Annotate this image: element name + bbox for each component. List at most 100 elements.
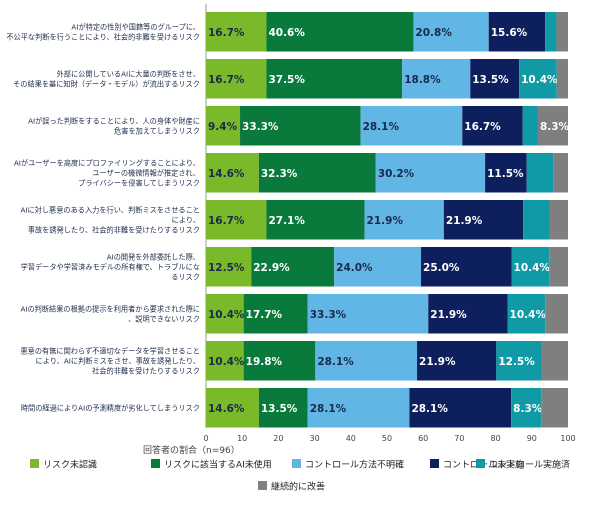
data-label-8-3: 28.1% bbox=[411, 403, 448, 415]
data-label-7-0: 10.4% bbox=[208, 356, 245, 368]
category-label-8-0: 時間の経過によりAIの予測精度が劣化してしまうリスク bbox=[21, 403, 200, 412]
data-label-4-3: 21.9% bbox=[446, 215, 483, 227]
bar-segment-0-2 bbox=[413, 12, 489, 52]
bar-segment-4-0 bbox=[206, 200, 267, 240]
bar-segment-2-0 bbox=[206, 106, 241, 146]
category-label-5-2: るリスク bbox=[171, 272, 200, 281]
legend-swatch-3 bbox=[430, 459, 439, 468]
x-tick-label-3: 30 bbox=[310, 434, 320, 443]
x-tick-label-4: 40 bbox=[346, 434, 356, 443]
bar-segment-3-1 bbox=[258, 153, 376, 193]
data-label-5-0: 12.5% bbox=[208, 262, 245, 274]
data-label-2-3: 16.7% bbox=[464, 121, 501, 133]
bar-segment-5-3 bbox=[421, 247, 512, 287]
data-label-5-2: 24.0% bbox=[336, 262, 373, 274]
bar-segment-0-1 bbox=[266, 12, 414, 52]
bar-segment-4-3 bbox=[443, 200, 524, 240]
bar-segment-5-2 bbox=[334, 247, 422, 287]
data-label-0-1: 40.6% bbox=[268, 27, 305, 39]
bar-segment-8-0 bbox=[206, 388, 259, 428]
data-label-1-3: 13.5% bbox=[472, 74, 509, 86]
bar-segment-5-0 bbox=[206, 247, 252, 287]
data-label-6-2: 33.3% bbox=[310, 309, 347, 321]
bar-segment-1-3 bbox=[470, 59, 520, 99]
data-label-6-0: 10.4% bbox=[208, 309, 245, 321]
data-label-3-2: 30.2% bbox=[378, 168, 415, 180]
data-label-6-1: 17.7% bbox=[246, 309, 283, 321]
data-label-7-4: 12.5% bbox=[498, 356, 535, 368]
bar-segment-1-5 bbox=[556, 59, 568, 99]
bar-segment-1-0 bbox=[206, 59, 267, 99]
category-label-7-2: 社会的非難を受けたりするリスク bbox=[92, 366, 200, 375]
category-label-3-1: ユーザーの機微情報が推定され、 bbox=[92, 168, 200, 177]
bar-segment-6-3 bbox=[428, 294, 508, 334]
data-label-0-3: 15.6% bbox=[491, 27, 528, 39]
data-label-8-2: 28.1% bbox=[310, 403, 347, 415]
bar-segment-6-4 bbox=[507, 294, 546, 334]
data-label-0-0: 16.7% bbox=[208, 27, 245, 39]
data-label-8-0: 14.6% bbox=[208, 403, 245, 415]
category-label-3-0: AIがユーザーを高度にプロファイリングすることにより、 bbox=[14, 158, 200, 167]
bar-segment-3-5 bbox=[553, 153, 568, 193]
bar-segment-2-2 bbox=[360, 106, 463, 146]
bar-segment-4-1 bbox=[266, 200, 365, 240]
data-label-7-2: 28.1% bbox=[317, 356, 354, 368]
x-tick-label-6: 60 bbox=[418, 434, 428, 443]
data-label-3-1: 32.3% bbox=[261, 168, 298, 180]
data-label-2-0: 9.4% bbox=[208, 121, 238, 133]
bar-segment-3-4 bbox=[526, 153, 554, 193]
category-label-7-1: により、AIに判断ミスをさせ、事故を誘発したり、 bbox=[36, 356, 200, 365]
legend-label-1: リスクに該当するAI未使用 bbox=[164, 459, 272, 471]
bar-segment-8-2 bbox=[307, 388, 410, 428]
bar-segment-6-1 bbox=[243, 294, 308, 334]
bar-segment-7-5 bbox=[541, 341, 568, 381]
bar-segment-8-5 bbox=[541, 388, 568, 428]
data-label-6-4: 10.4% bbox=[510, 309, 547, 321]
bar-segment-4-4 bbox=[523, 200, 550, 240]
bar-segment-0-4 bbox=[545, 12, 557, 52]
bar-segment-8-1 bbox=[258, 388, 308, 428]
bar-segment-1-1 bbox=[266, 59, 403, 99]
x-tick-label-0: 0 bbox=[203, 434, 208, 443]
category-label-7-0: 悪意の有無に関わらず不適切なデータを学習させること bbox=[20, 346, 200, 355]
bar-segment-1-2 bbox=[402, 59, 471, 99]
data-label-2-5: 8.3% bbox=[540, 121, 570, 133]
bar-segment-8-3 bbox=[409, 388, 512, 428]
bar-segment-6-2 bbox=[307, 294, 429, 334]
category-label-2-0: AIが誤った判断をすることにより、人の身体や財産に bbox=[28, 116, 200, 125]
data-label-3-0: 14.6% bbox=[208, 168, 245, 180]
bar-segment-7-3 bbox=[417, 341, 497, 381]
bar-segment-4-2 bbox=[364, 200, 444, 240]
bar-segment-2-5 bbox=[537, 106, 568, 146]
legend-swatch-0 bbox=[30, 459, 39, 468]
category-label-0-0: AIが特定の性別や国籍等のグループに、 bbox=[71, 22, 200, 31]
category-label-6-0: AIの判断結果の根拠の提示を利用者から要求された際に bbox=[20, 304, 200, 313]
data-label-3-3: 11.5% bbox=[487, 168, 524, 180]
legend-label-0: リスク未認識 bbox=[43, 459, 97, 471]
bar-segment-0-5 bbox=[556, 12, 568, 52]
category-label-0-1: 不公平な判断を行うことにより、社会的非難を受けるリスク bbox=[6, 32, 200, 41]
bar-segment-3-2 bbox=[375, 153, 486, 193]
data-label-1-4: 10.4% bbox=[521, 74, 558, 86]
category-label-4-0: AIに対し悪意のある入力を行い、判断ミスをさせること bbox=[20, 205, 200, 214]
category-label-5-0: AIの開発を外部委託した際、 bbox=[107, 252, 200, 261]
x-tick-label-8: 80 bbox=[491, 434, 501, 443]
data-label-6-3: 21.9% bbox=[430, 309, 467, 321]
bar-segment-1-4 bbox=[519, 59, 557, 99]
legend-label-2: コントロール方法不明確 bbox=[305, 459, 404, 471]
bar-segment-5-1 bbox=[251, 247, 335, 287]
bar-segment-5-5 bbox=[549, 247, 568, 287]
bar-segment-6-0 bbox=[206, 294, 244, 334]
legend-swatch-2 bbox=[292, 459, 301, 468]
category-label-1-0: 外部に公開しているAIに大量の判断をさせ、 bbox=[57, 69, 200, 78]
bar-segment-7-2 bbox=[315, 341, 418, 381]
data-label-8-4: 8.3% bbox=[513, 403, 543, 415]
data-label-4-2: 21.9% bbox=[367, 215, 404, 227]
data-label-7-3: 21.9% bbox=[419, 356, 456, 368]
x-tick-label-2: 20 bbox=[273, 434, 283, 443]
bar-segment-3-3 bbox=[485, 153, 527, 193]
data-label-7-1: 19.8% bbox=[246, 356, 283, 368]
category-label-2-1: 危害を加えてしまうリスク bbox=[114, 126, 200, 135]
